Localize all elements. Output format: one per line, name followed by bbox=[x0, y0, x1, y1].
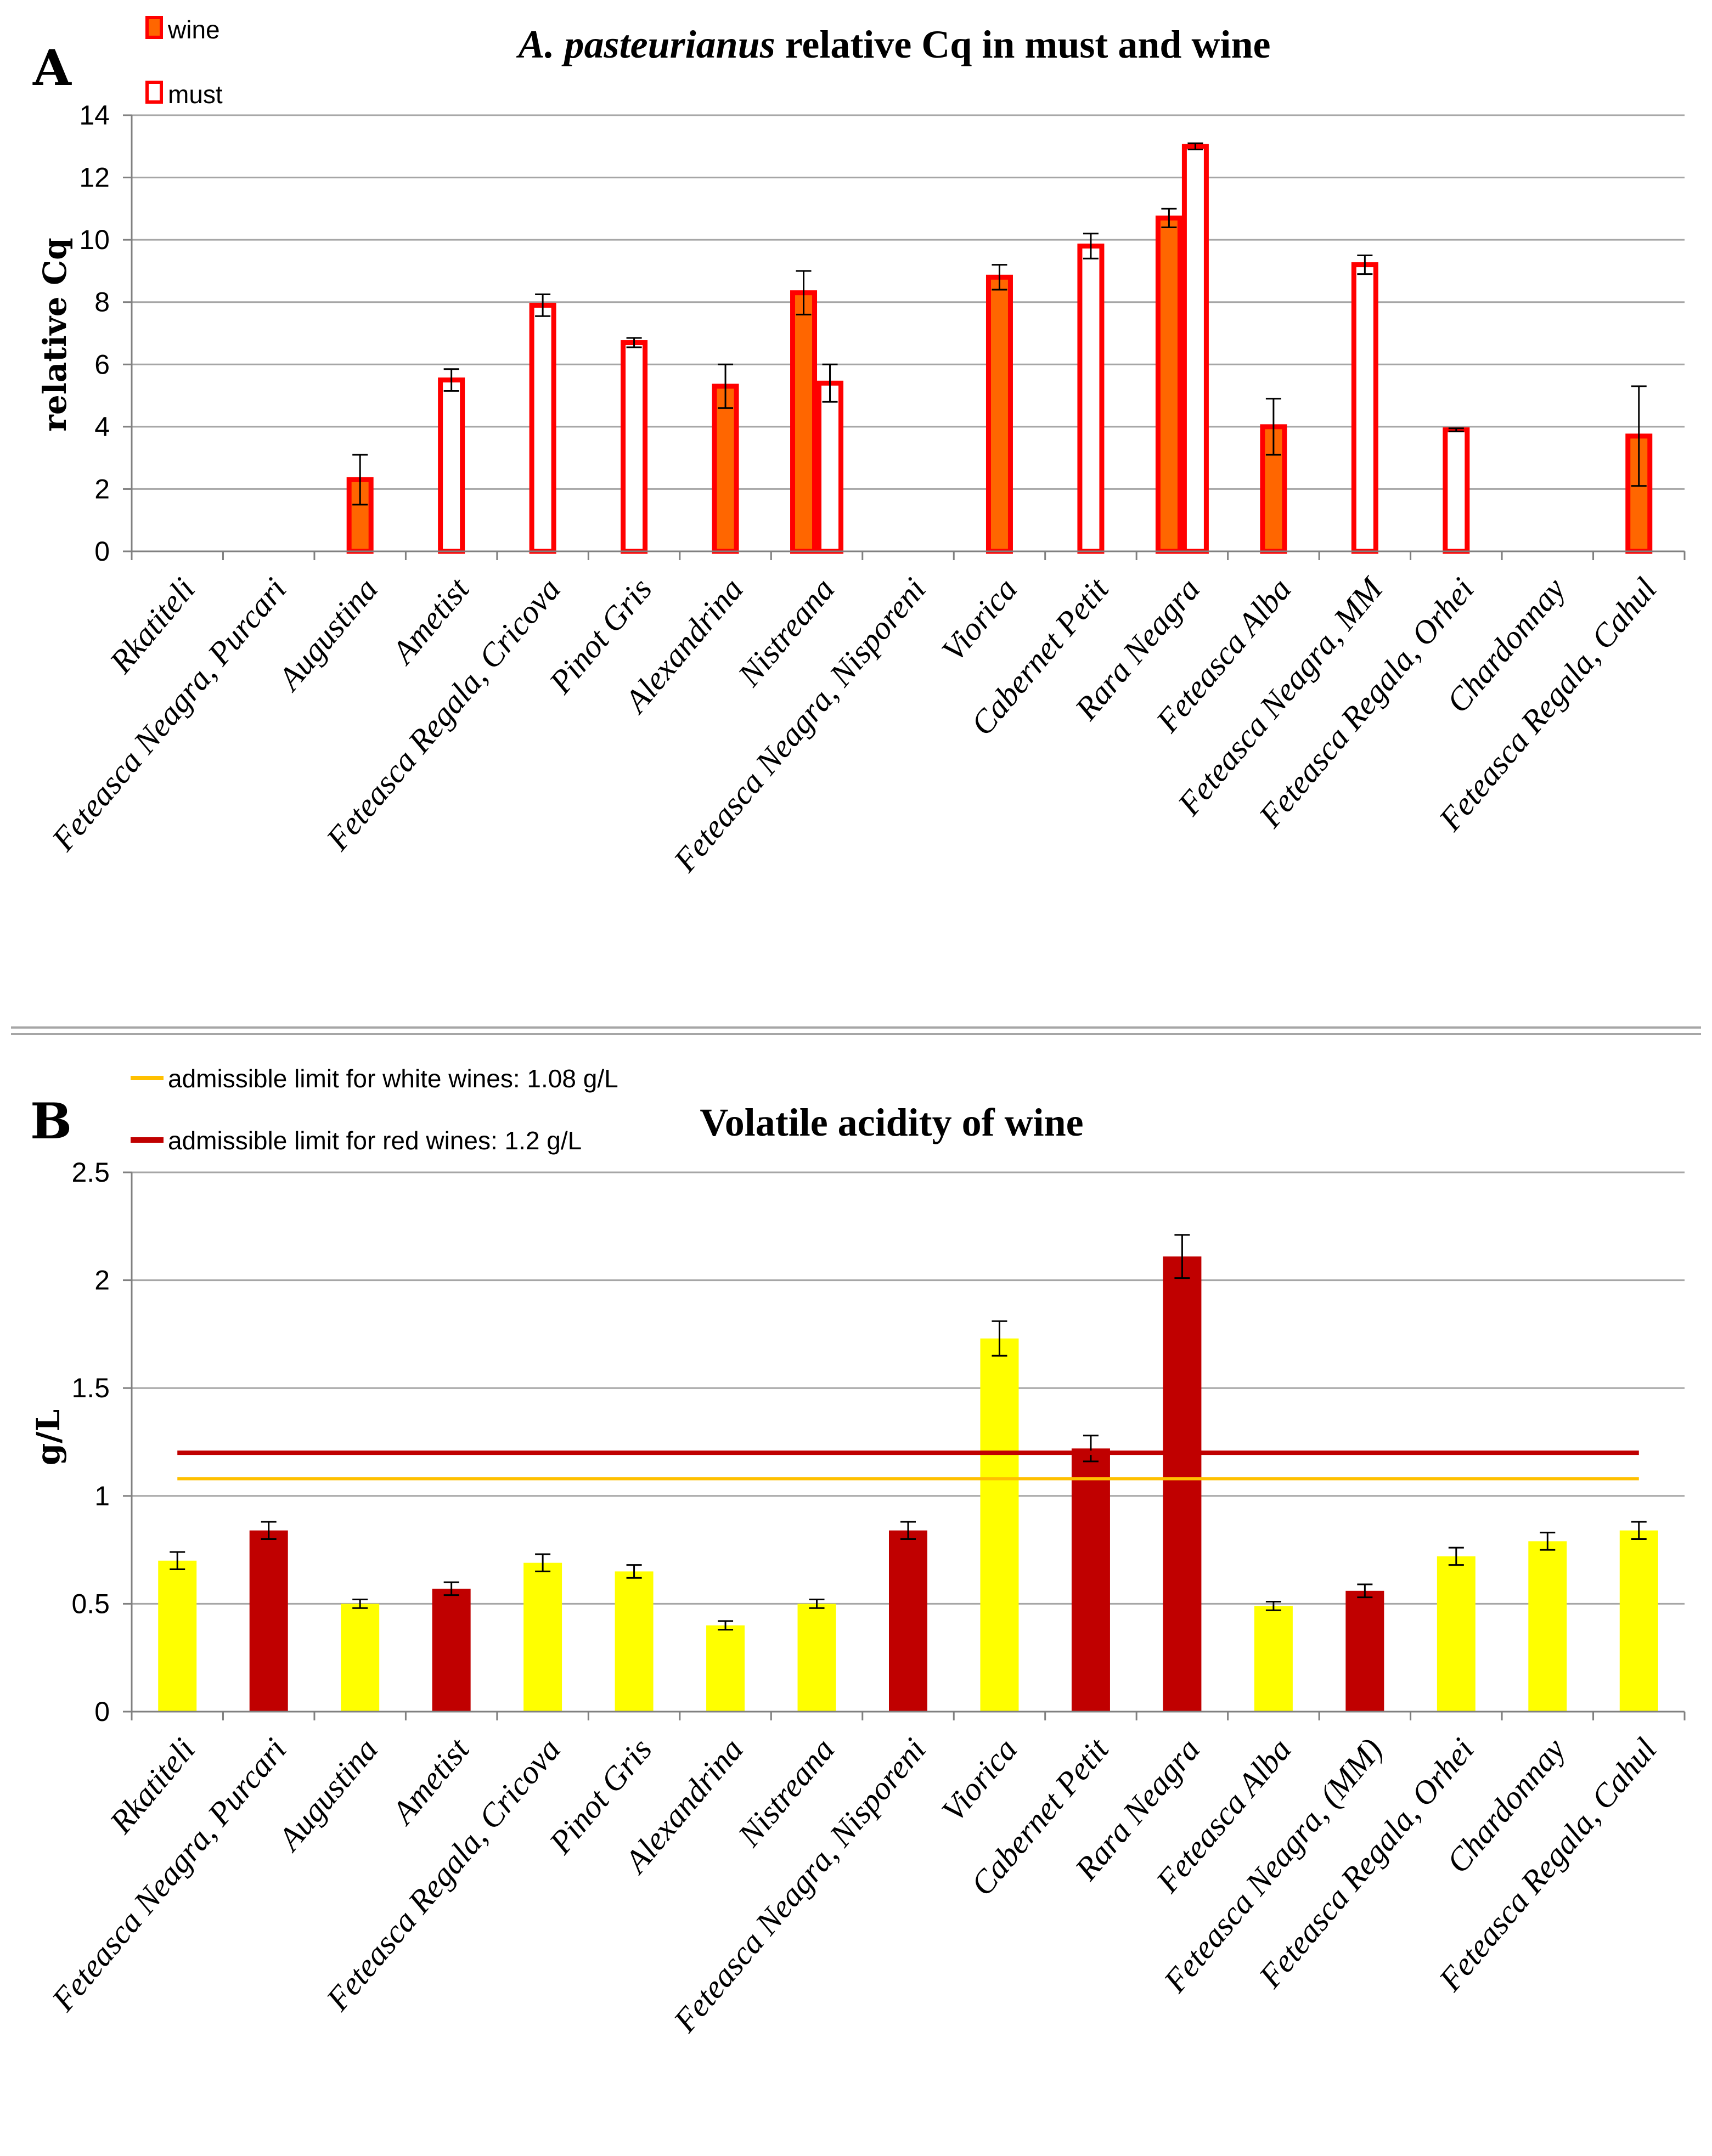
a-y-tick-label: 10 bbox=[79, 224, 110, 255]
bar-b-feteasca-neagra-nisporeni bbox=[889, 1530, 927, 1712]
bar-b-rara-neagra bbox=[1163, 1256, 1202, 1712]
panel-label-a: A bbox=[32, 39, 72, 97]
chart-a-title-rest: relative Cq in must and wine bbox=[775, 22, 1271, 66]
legend-wine-label: wine bbox=[167, 15, 220, 44]
legend-must-swatch bbox=[145, 81, 163, 104]
a-y-tick-label: 8 bbox=[94, 287, 110, 318]
bar-b-chardonnay bbox=[1528, 1541, 1567, 1712]
bar-b-pinot-gris bbox=[615, 1571, 654, 1712]
bar-b-feteasca-neagra-purcari bbox=[249, 1530, 288, 1712]
b-x-label-viorica: Viorica bbox=[934, 1731, 1024, 1828]
a-y-tick-label: 2 bbox=[94, 473, 110, 504]
b-x-label-rkatiteli: Rkatiteli bbox=[102, 1731, 202, 1841]
a-y-tick-label: 14 bbox=[79, 100, 110, 131]
bar-a-must-feteasca-regala-cricova bbox=[529, 302, 556, 554]
a-y-tick-label: 4 bbox=[94, 411, 110, 442]
chart-a: A A. pasteurianus relative Cq in must an… bbox=[32, 15, 1686, 879]
a-x-label-viorica: Viorica bbox=[934, 571, 1024, 668]
b-y-tick-label: 2 bbox=[94, 1265, 110, 1296]
bar-b-viorica bbox=[980, 1338, 1019, 1712]
bar-a-must-nistreana bbox=[816, 380, 844, 554]
chart-a-y-ticks: 0 2 4 6 8 10 12 14 bbox=[79, 100, 132, 567]
bar-b-ametist bbox=[432, 1588, 471, 1712]
chart-a-axes bbox=[131, 115, 1685, 552]
a-x-label-ametist: Ametist bbox=[384, 571, 477, 671]
b-x-label-ametist: Ametist bbox=[384, 1731, 477, 1832]
b-y-tick-label: 1.5 bbox=[71, 1373, 110, 1403]
bar-a-must-feteasca-neagra-mm bbox=[1351, 262, 1378, 554]
bar-a-must-cabernet-petit bbox=[1077, 244, 1105, 554]
chart-a-title-italic: A. pasteurianus bbox=[516, 22, 775, 66]
bar-a-must-pinot-gris bbox=[621, 340, 648, 554]
chart-a-bars bbox=[346, 142, 1653, 554]
bar-a-must-rara-neagra bbox=[1181, 144, 1209, 554]
b-y-tick-label: 0.5 bbox=[71, 1588, 110, 1619]
bar-a-wine-alexandrina bbox=[712, 383, 739, 554]
chart-b-title: Volatile acidity of wine bbox=[700, 1100, 1083, 1144]
bar-a-wine-nistreana bbox=[790, 290, 818, 554]
bar-a-must-feteasca-regala-orhei bbox=[1443, 427, 1470, 554]
bar-a-must-ametist bbox=[438, 377, 465, 554]
bar-a-wine-viorica bbox=[985, 274, 1013, 554]
bar-b-nistreana bbox=[797, 1604, 836, 1712]
a-x-label-rkatiteli: Rkatiteli bbox=[102, 571, 202, 680]
a-y-tick-label: 12 bbox=[79, 162, 110, 193]
b-y-tick-label: 0 bbox=[94, 1696, 110, 1727]
bar-a-wine-rara-neagra bbox=[1155, 215, 1182, 554]
chart-b-limit-lines bbox=[177, 1450, 1639, 1481]
chart-b-ylabel: g/L bbox=[30, 1409, 67, 1466]
chart-b-bars bbox=[158, 1234, 1658, 1712]
bar-b-rkatiteli bbox=[158, 1560, 197, 1712]
legend-must-label: must bbox=[168, 80, 223, 109]
a-y-tick-label: 6 bbox=[94, 349, 110, 380]
bar-b-cabernet-petit bbox=[1071, 1448, 1110, 1712]
bar-b-feteasca-neagra-mm bbox=[1345, 1590, 1384, 1712]
b-y-tick-label: 1 bbox=[94, 1481, 110, 1511]
chart-b-y-ticks: 0 0.5 1 1.5 2 2.5 bbox=[71, 1157, 132, 1727]
bar-b-feteasca-regala-cahul bbox=[1619, 1530, 1658, 1712]
a-y-tick-label: 0 bbox=[94, 536, 110, 567]
legend-white-limit-label: admissible limit for white wines: 1.08 g… bbox=[168, 1064, 618, 1093]
legend-wine-swatch bbox=[145, 16, 163, 39]
legend-red-limit-label: admissible limit for red wines: 1.2 g/L bbox=[168, 1126, 582, 1155]
chart-b-gridlines bbox=[132, 1171, 1685, 1605]
bar-b-feteasca-regala-orhei bbox=[1437, 1556, 1476, 1712]
b-y-tick-label: 2.5 bbox=[71, 1157, 110, 1188]
chart-b-axes bbox=[131, 1172, 1685, 1713]
chart-b: B Volatile acidity of wine g/L admissibl… bbox=[30, 1064, 1686, 2039]
chart-a-title: A. pasteurianus relative Cq in must and … bbox=[516, 22, 1271, 66]
panel-label-b: B bbox=[30, 1092, 72, 1150]
bar-b-augustina bbox=[341, 1604, 380, 1712]
bar-b-feteasca-regala-cricova bbox=[523, 1562, 562, 1712]
bar-b-feteasca-alba bbox=[1254, 1606, 1293, 1712]
chart-a-gridlines bbox=[132, 114, 1685, 490]
bar-b-alexandrina bbox=[706, 1625, 745, 1712]
chart-a-ylabel: relative Cq bbox=[36, 238, 74, 431]
